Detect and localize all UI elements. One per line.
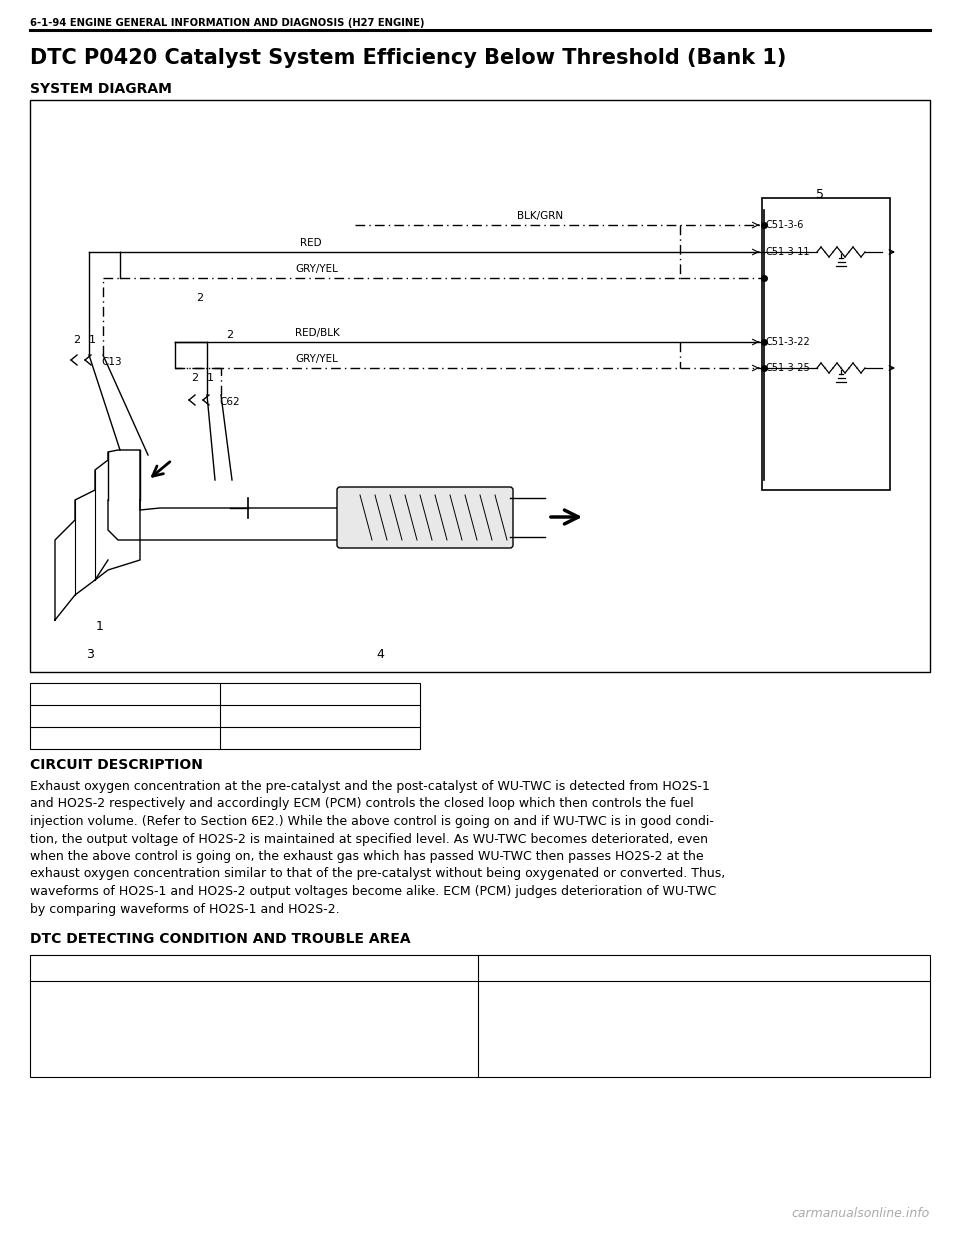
Text: RED/BLK: RED/BLK (295, 329, 340, 338)
Text: 6-1-94 ENGINE GENERAL INFORMATION AND DIAGNOSIS (H27 ENGINE): 6-1-94 ENGINE GENERAL INFORMATION AND DI… (30, 19, 424, 28)
Text: and HO2S-2 respectively and accordingly ECM (PCM) controls the closed loop which: and HO2S-2 respectively and accordingly … (30, 798, 694, 810)
Text: C51-3-25: C51-3-25 (765, 363, 809, 373)
Text: injection volume. (Refer to Section 6E2.) While the above control is going on an: injection volume. (Refer to Section 6E2.… (30, 815, 714, 827)
Text: TROUBLE AREA: TROUBLE AREA (656, 962, 753, 974)
Text: 5.   ECM (PCM): 5. ECM (PCM) (226, 711, 308, 721)
Text: BLK/GRN: BLK/GRN (516, 211, 564, 221)
Text: when the above control is going on, the exhaust gas which has passed WU-TWC then: when the above control is going on, the … (30, 850, 704, 863)
Text: GRY/YEL: GRY/YEL (295, 264, 338, 274)
Text: carmanualsonline.info: carmanualsonline.info (792, 1207, 930, 1220)
Text: 2: 2 (73, 335, 81, 345)
Text: RED: RED (300, 238, 322, 248)
Bar (30, 683, 420, 748)
Text: DTC DETECTING CONDITION AND TROUBLE AREA: DTC DETECTING CONDITION AND TROUBLE AREA (30, 932, 411, 946)
Text: •  Heated oxygen sensor – 2 or its circuit: • Heated oxygen sensor – 2 or its circui… (488, 1032, 730, 1046)
Text: 4: 4 (376, 648, 384, 661)
Text: 1: 1 (88, 335, 95, 345)
Bar (30, 100, 930, 672)
Text: waveforms of HO2S-1 and HO2S-2 output voltages become alike. ECM (PCM) judges de: waveforms of HO2S-1 and HO2S-2 output vo… (30, 885, 716, 898)
Text: 3.   WU-TWC: 3. WU-TWC (36, 734, 105, 743)
Text: C51-3-22: C51-3-22 (765, 337, 809, 347)
Text: exhaust oxygen concentration similar to that of the pre-catalyst without being o: exhaust oxygen concentration similar to … (30, 867, 725, 881)
Text: 2: 2 (227, 330, 233, 340)
Text: C13: C13 (101, 357, 122, 367)
Text: 1: 1 (96, 620, 104, 634)
Text: 1.   HO2S-1 (Bank-1): 1. HO2S-1 (Bank-1) (36, 689, 151, 699)
Text: 4.   TWC: 4. TWC (226, 689, 273, 699)
Text: DTC P0420 Catalyst System Efficiency Below Threshold (Bank 1): DTC P0420 Catalyst System Efficiency Bel… (30, 48, 786, 68)
Text: C51-3-6: C51-3-6 (765, 220, 804, 230)
Text: C51-3-11: C51-3-11 (765, 247, 809, 257)
Text: by comparing waveforms of HO2S-1 and HO2S-2.: by comparing waveforms of HO2S-1 and HO2… (30, 903, 340, 915)
Text: DTC DETECTING CONDITION: DTC DETECTING CONDITION (165, 962, 343, 974)
Text: While running under conditions described for DTC CON-: While running under conditions described… (36, 989, 366, 1002)
Bar (30, 955, 930, 1077)
Text: •  ECM (PCM): • ECM (PCM) (488, 1055, 566, 1068)
Text: •  Warm up three way catalytic converter: • Warm up three way catalytic converter (488, 1011, 733, 1024)
Text: C62: C62 (219, 396, 240, 408)
Text: Exhaust oxygen concentration at the pre-catalyst and the post-catalyst of WU-TWC: Exhaust oxygen concentration at the pre-… (30, 781, 709, 793)
Text: SYSTEM DIAGRAM: SYSTEM DIAGRAM (30, 82, 172, 96)
Text: 2.   HO2S-2 (Bank-1): 2. HO2S-2 (Bank-1) (36, 711, 151, 721)
Text: GRY/YEL: GRY/YEL (295, 354, 338, 364)
Text: 1: 1 (206, 373, 213, 383)
Text: FIRMATION PROCEDURE, output waveform of HO2S-1: FIRMATION PROCEDURE, output waveform of … (36, 1011, 349, 1024)
FancyBboxPatch shape (337, 487, 513, 548)
Text: 3: 3 (86, 648, 94, 661)
Bar (762, 198, 890, 490)
Text: 2: 2 (191, 373, 199, 383)
Text: 2: 2 (197, 293, 204, 303)
Text: becomes similar to that of HO2S-2.: becomes similar to that of HO2S-2. (36, 1032, 244, 1046)
Text: •  Exhaust gas leakage: • Exhaust gas leakage (488, 989, 625, 1002)
Text: CIRCUIT DESCRIPTION: CIRCUIT DESCRIPTION (30, 758, 203, 772)
Text: (2 driving cycle detection logic): (2 driving cycle detection logic) (36, 1055, 223, 1068)
Text: tion, the output voltage of HO2S-2 is maintained at specified level. As WU-TWC b: tion, the output voltage of HO2S-2 is ma… (30, 832, 708, 846)
Text: 5: 5 (816, 188, 824, 201)
